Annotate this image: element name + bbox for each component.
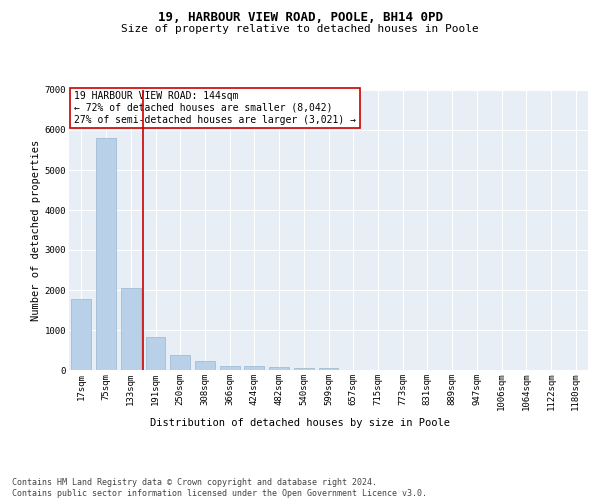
- Bar: [220, 366, 239, 370]
- Bar: [269, 367, 289, 370]
- Text: Contains HM Land Registry data © Crown copyright and database right 2024.
Contai: Contains HM Land Registry data © Crown c…: [12, 478, 427, 498]
- Text: 19 HARBOUR VIEW ROAD: 144sqm
← 72% of detached houses are smaller (8,042)
27% of: 19 HARBOUR VIEW ROAD: 144sqm ← 72% of de…: [74, 92, 356, 124]
- Text: 19, HARBOUR VIEW ROAD, POOLE, BH14 0PD: 19, HARBOUR VIEW ROAD, POOLE, BH14 0PD: [157, 11, 443, 24]
- Bar: [170, 355, 190, 370]
- Bar: [195, 361, 215, 370]
- Text: Size of property relative to detached houses in Poole: Size of property relative to detached ho…: [121, 24, 479, 34]
- Bar: [244, 366, 264, 370]
- Bar: [121, 288, 140, 370]
- Bar: [146, 337, 166, 370]
- Bar: [319, 368, 338, 370]
- Bar: [294, 368, 314, 370]
- Bar: [71, 299, 91, 370]
- Y-axis label: Number of detached properties: Number of detached properties: [31, 140, 41, 320]
- Text: Distribution of detached houses by size in Poole: Distribution of detached houses by size …: [150, 418, 450, 428]
- Bar: [96, 138, 116, 370]
